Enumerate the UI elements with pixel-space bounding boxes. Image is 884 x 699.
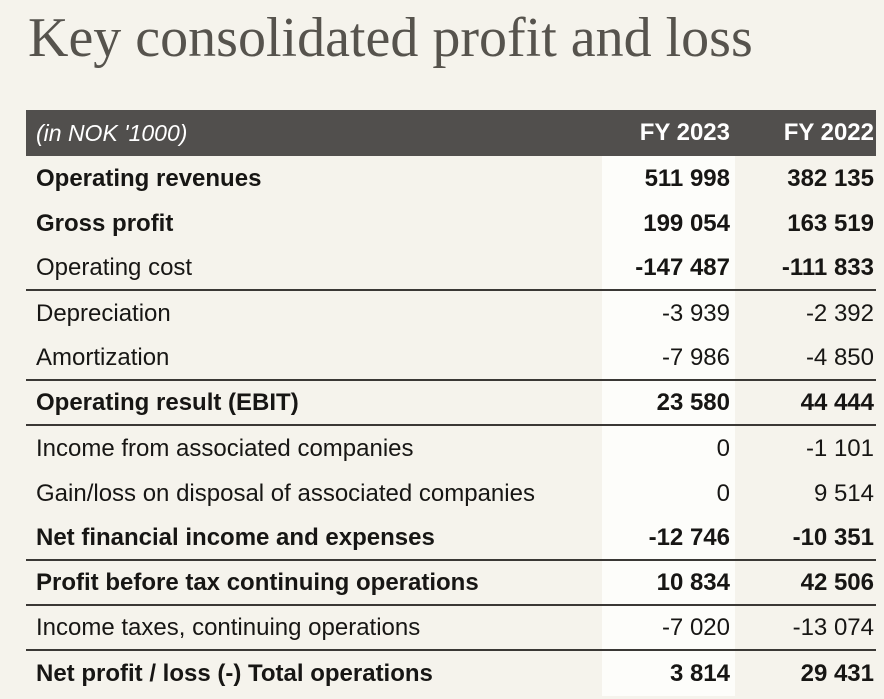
row-value-fy2022: 42 506 (800, 568, 874, 596)
row-value-fy2023: -147 487 (602, 246, 735, 289)
table-row: Income from associated companies 0 -1 10… (26, 426, 876, 471)
table-row: Net profit / loss (-) Total operations 3… (26, 651, 876, 696)
row-label: Operating revenues (36, 164, 262, 192)
table-row: Operating revenues 511 998 382 135 (26, 156, 876, 201)
table-body: Operating revenues 511 998 382 135 Gross… (26, 156, 876, 696)
row-value-fy2023: 23 580 (602, 381, 735, 424)
table-row: Operating cost -147 487 -111 833 (26, 246, 876, 291)
row-value-fy2023: -7 020 (602, 606, 735, 649)
row-value-fy2023: -7 986 (602, 336, 735, 379)
row-label: Gross profit (36, 209, 174, 237)
table-row: Amortization -7 986 -4 850 (26, 336, 876, 381)
row-label: Net profit / loss (-) Total operations (36, 659, 433, 687)
row-value-fy2023: 511 998 (602, 156, 735, 201)
page-title: Key consolidated profit and loss (28, 7, 753, 69)
row-label: Amortization (36, 343, 170, 371)
table-row: Gain/loss on disposal of associated comp… (26, 471, 876, 516)
row-value-fy2023: 0 (602, 471, 735, 516)
row-label: Income from associated companies (36, 434, 414, 462)
row-value-fy2022: 382 135 (787, 164, 874, 192)
row-value-fy2022: 163 519 (787, 209, 874, 237)
table-row: Profit before tax continuing operations … (26, 561, 876, 606)
table-row: Operating result (EBIT) 23 580 44 444 (26, 381, 876, 426)
profit-loss-table: (in NOK '1000) FY 2023 FY 2022 Operating… (26, 110, 876, 696)
row-label: Operating cost (36, 253, 193, 281)
unit-label: (in NOK '1000) (36, 119, 188, 146)
table-row: Gross profit 199 054 163 519 (26, 201, 876, 246)
row-value-fy2022: -13 074 (792, 613, 874, 641)
row-value-fy2022: -2 392 (805, 299, 874, 327)
table-header-row: (in NOK '1000) FY 2023 FY 2022 (26, 110, 876, 156)
row-label: Income taxes, continuing operations (36, 613, 421, 641)
row-value-fy2022: -1 101 (805, 434, 874, 462)
table-row: Income taxes, continuing operations -7 0… (26, 606, 876, 651)
row-label: Profit before tax continuing operations (36, 568, 479, 596)
row-value-fy2022: -111 833 (781, 253, 874, 281)
row-label: Net financial income and expenses (36, 523, 435, 551)
row-value-fy2022: -4 850 (805, 343, 874, 371)
table-row: Depreciation -3 939 -2 392 (26, 291, 876, 336)
table-row: Net financial income and expenses -12 74… (26, 516, 876, 561)
row-label: Gain/loss on disposal of associated comp… (36, 479, 535, 507)
row-value-fy2023: 0 (602, 426, 735, 471)
row-value-fy2023: 199 054 (602, 201, 735, 246)
row-value-fy2022: 29 431 (800, 659, 874, 687)
row-value-fy2022: 44 444 (800, 388, 874, 416)
column-header-fy2022: FY 2022 (783, 119, 874, 146)
row-value-fy2023: 10 834 (602, 561, 735, 604)
row-value-fy2022: 9 514 (813, 479, 874, 507)
row-label: Depreciation (36, 299, 171, 327)
column-header-fy2023: FY 2023 (639, 119, 730, 146)
row-value-fy2023: -12 746 (602, 516, 735, 559)
row-label: Operating result (EBIT) (36, 388, 299, 416)
row-value-fy2022: -10 351 (792, 523, 874, 551)
row-value-fy2023: -3 939 (602, 291, 735, 336)
row-value-fy2023: 3 814 (602, 651, 735, 696)
